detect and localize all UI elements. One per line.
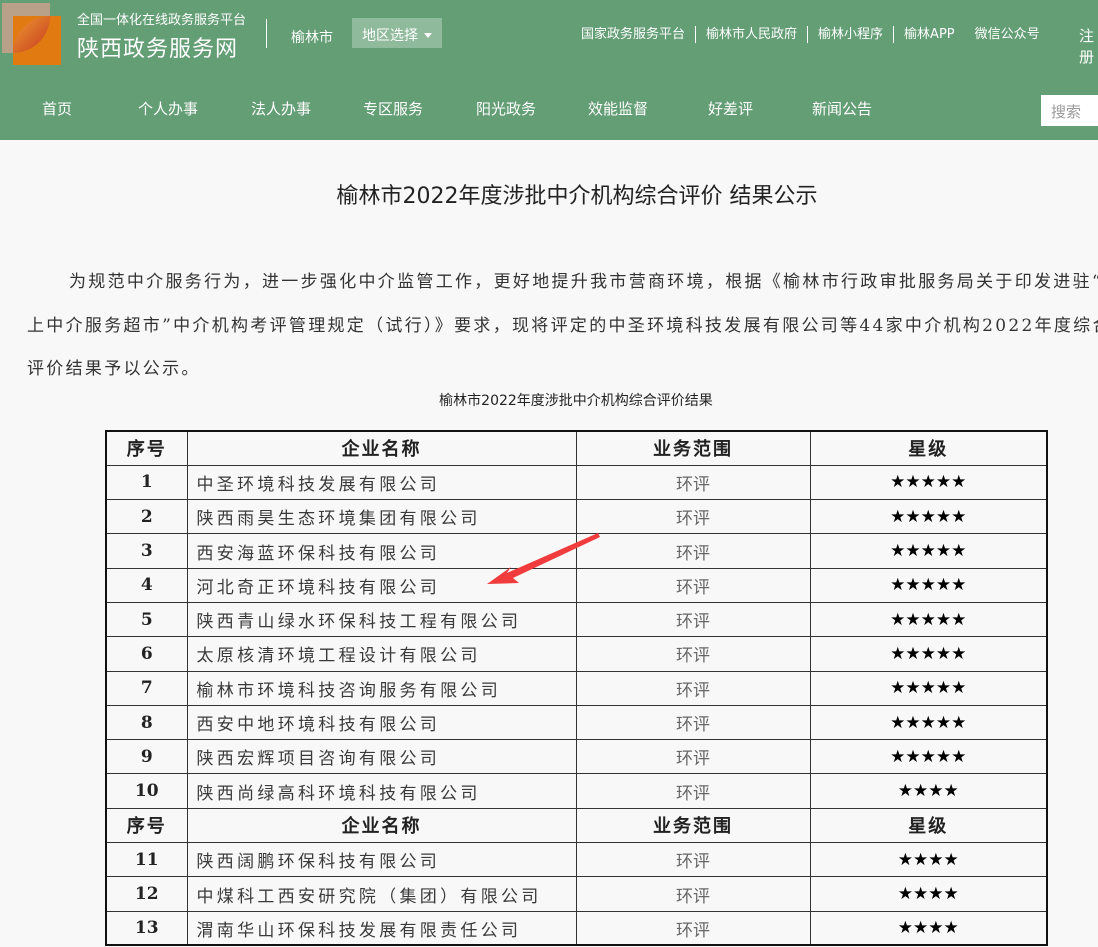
column-header: 业务范围 [575,430,811,466]
table-row: 11 陕西阔鹏环保科技有限公司 环评 ★★★★ [105,842,1048,878]
company-name: 陕西阔鹏环保科技有限公司 [186,842,577,878]
company-name: 陕西雨昊生态环境集团有限公司 [186,499,577,535]
company-name: 西安海蓝环保科技有限公司 [186,533,577,569]
business-scope: 环评 [575,910,811,946]
results-table: 序号 企业名称 业务范围 星级 1 中圣环境科技发展有限公司 环评 ★★★★★ 2 陕西雨昊生态环… [105,430,1048,947]
region-select-label: 地区选择 [362,28,418,44]
row-number: 9 [105,739,188,775]
column-header: 星级 [809,807,1048,844]
nav-item-legal[interactable]: 法人办事 [251,100,312,118]
row-number: 12 [105,876,188,912]
arrow-icon [487,533,600,584]
company-name: 榆林市环境科技咨询服务有限公司 [186,670,577,706]
table-caption: 榆林市2022年度涉批中介机构综合评价结果 [439,393,713,409]
star-rating: ★★★★ [809,876,1048,912]
company-name: 太原核清环境工程设计有限公司 [186,636,577,672]
table-row: 8 西安中地环境科技有限公司 环评 ★★★★★ [105,704,1048,741]
column-header: 企业名称 [186,807,577,844]
business-scope: 环评 [575,464,811,501]
table-row: 10 陕西尚绿高科环境科技有限公司 环评 ★★★★ [105,773,1048,809]
row-number: 3 [105,533,188,569]
star-rating: ★★★★★ [809,464,1048,501]
business-scope: 环评 [575,739,811,775]
top-link[interactable]: 榆林APP [893,26,965,43]
nav-item-home[interactable]: 首页 [42,100,73,118]
divider [266,19,267,48]
business-scope: 环评 [575,773,811,809]
row-number: 10 [105,773,188,809]
star-rating: ★★★★★ [809,739,1048,775]
business-scope: 环评 [575,704,811,741]
site-logo-icon[interactable] [2,3,61,65]
star-rating: ★★★★★ [809,704,1048,741]
company-name: 陕西尚绿高科环境科技有限公司 [186,773,577,809]
row-number: 8 [105,704,188,741]
platform-subtitle: 全国一体化在线政务服务平台 [77,13,247,28]
register-link[interactable]: 注册 [1079,27,1095,66]
region-select-dropdown[interactable]: 地区选择 [352,18,442,48]
nav-item-sunshine[interactable]: 阳光政务 [476,100,537,118]
row-number: 11 [105,842,188,878]
star-rating: ★★★★★ [809,567,1048,603]
site-header: 全国一体化在线政务服务平台 陕西政务服务网 榆林市 地区选择 国家政务服务平台 … [0,0,1098,140]
table-row: 7 榆林市环境科技咨询服务有限公司 环评 ★★★★★ [105,670,1048,706]
company-name: 渭南华山环保科技发展有限责任公司 [186,910,577,946]
nav-item-personal[interactable]: 个人办事 [138,100,199,118]
top-link[interactable]: 榆林市人民政府 [695,26,807,43]
current-city: 榆林市 [291,30,333,46]
star-rating: ★★★★★ [809,499,1048,535]
star-rating: ★★★★ [809,842,1048,878]
nav-item-news[interactable]: 新闻公告 [812,100,873,118]
nav-item-zone[interactable]: 专区服务 [363,100,424,118]
caret-down-icon [424,33,432,42]
top-links: 国家政务服务平台 榆林市人民政府 榆林小程序 榆林APP 微信公众号 [581,26,1040,43]
table-row: 13 渭南华山环保科技发展有限责任公司 环评 ★★★★ [105,910,1048,946]
star-rating: ★★★★★ [809,636,1048,672]
site-name[interactable]: 陕西政务服务网 [77,37,239,62]
row-number: 6 [105,636,188,672]
top-link[interactable]: 微信公众号 [974,27,1040,42]
top-link[interactable]: 榆林小程序 [807,26,893,43]
business-scope: 环评 [575,876,811,912]
article-paragraph: 为规范中介服务行为，进一步强化中介监管工作，更好地提升我市营商环境，根据《榆林市… [27,272,1098,379]
company-name: 中煤科工西安研究院（集团）有限公司 [186,876,577,912]
page-title: 榆林市2022年度涉批中介机构综合评价 结果公示 [336,184,818,209]
nav-item-rating[interactable]: 好差评 [708,100,754,118]
company-name: 陕西宏辉项目咨询有限公司 [186,739,577,775]
search-input[interactable]: 搜索 [1041,95,1098,126]
nav-item-supervision[interactable]: 效能监督 [588,100,649,118]
column-header: 序号 [105,430,188,466]
star-rating: ★★★★ [809,910,1048,946]
column-header: 业务范围 [575,807,811,844]
row-number: 5 [105,601,188,638]
table-header-row: 序号 企业名称 业务范围 星级 [105,807,1048,844]
row-number: 2 [105,499,188,535]
row-number: 13 [105,910,188,946]
table-row: 6 太原核清环境工程设计有限公司 环评 ★★★★★ [105,636,1048,672]
star-rating: ★★★★★ [809,670,1048,706]
top-link[interactable]: 国家政务服务平台 [581,27,686,42]
table-row: 12 中煤科工西安研究院（集团）有限公司 环评 ★★★★ [105,876,1048,912]
row-number: 1 [105,464,188,501]
table-row: 9 陕西宏辉项目咨询有限公司 环评 ★★★★★ [105,739,1048,775]
star-rating: ★★★★★ [809,533,1048,569]
table-row: 3 西安海蓝环保科技有限公司 环评 ★★★★★ [105,533,1048,569]
business-scope: 环评 [575,670,811,706]
